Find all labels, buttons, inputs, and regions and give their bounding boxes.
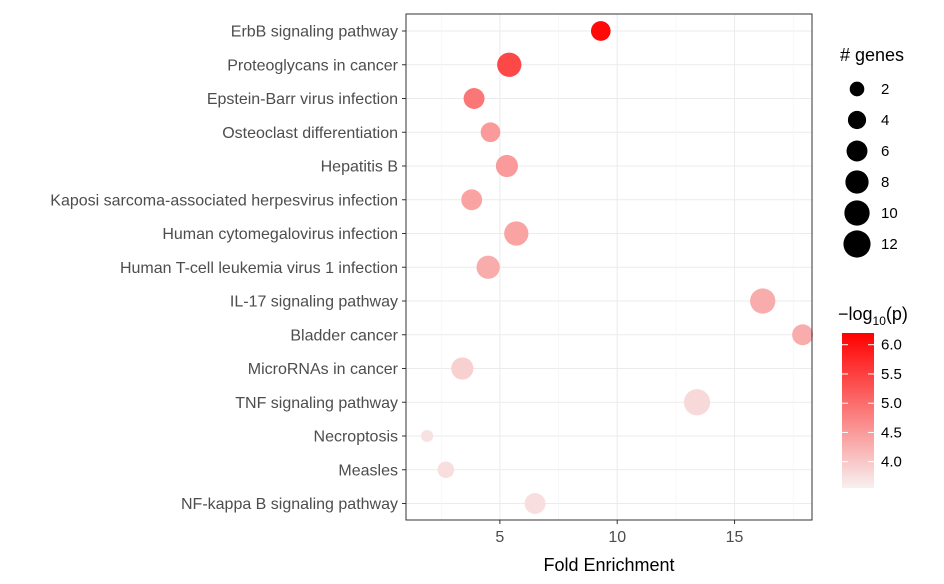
y-tick-label: Epstein-Barr virus infection — [207, 91, 398, 108]
data-point — [683, 389, 711, 416]
x-tick-label: 10 — [608, 529, 626, 546]
y-tick-label: Hepatitis B — [321, 159, 398, 176]
y-axis-labels: ErbB signaling pathway Proteoglycans in c… — [50, 24, 406, 513]
size-legend-title: # genes — [840, 45, 904, 65]
color-legend-tick-label: 6.0 — [881, 337, 902, 354]
data-point — [451, 357, 474, 380]
y-tick-label: Human T-cell leukemia virus 1 infection — [120, 260, 398, 277]
color-legend-tick-label: 4.0 — [881, 454, 902, 471]
color-legend-title-suffix: (p) — [886, 304, 908, 324]
data-point — [792, 324, 814, 346]
y-tick-label: Measles — [338, 462, 398, 479]
color-legend-bar — [842, 333, 874, 488]
size-legend-key — [843, 230, 871, 258]
y-tick-label: TNF signaling pathway — [235, 395, 398, 412]
size-legend-label: 4 — [881, 112, 889, 129]
y-tick-label: Osteoclast differentiation — [222, 125, 398, 142]
data-point — [476, 255, 500, 279]
y-tick-label: NF-kappa B signaling pathway — [181, 496, 398, 513]
size-legend-label: 6 — [881, 143, 889, 160]
y-tick-label: Human cytomegalovirus infection — [162, 226, 398, 243]
y-tick-label: MicroRNAs in cancer — [248, 361, 399, 378]
data-point — [524, 493, 546, 514]
data-point — [497, 52, 522, 77]
size-legend-key — [845, 170, 869, 194]
x-axis-ticks: 5 10 15 — [495, 520, 744, 546]
color-legend-tick-label: 5.0 — [881, 395, 902, 412]
y-tick-label: IL-17 signaling pathway — [230, 294, 398, 311]
size-legend-key — [846, 140, 868, 162]
color-legend-title-subscript: 10 — [873, 314, 887, 328]
size-legend-label: 8 — [881, 174, 889, 191]
color-legend-title: −log10(p) — [838, 304, 908, 328]
data-point — [590, 21, 611, 41]
color-legend-title-prefix: −log — [838, 304, 873, 324]
data-point — [750, 288, 776, 314]
color-legend-tick-label: 4.5 — [881, 424, 902, 441]
y-tick-label: Proteoglycans in cancer — [227, 57, 398, 74]
y-tick-label: Kaposi sarcoma-associated herpesvirus in… — [50, 192, 398, 209]
data-point — [461, 189, 483, 211]
size-legend-label: 12 — [881, 236, 898, 253]
data-points — [421, 21, 814, 514]
x-axis-title: Fold Enrichment — [543, 555, 674, 575]
color-legend-ticks: 4.0 4.5 5.0 5.5 6.0 — [842, 337, 902, 471]
size-legend-label: 10 — [881, 205, 898, 222]
x-tick-label: 5 — [495, 529, 504, 546]
size-legend-label: 2 — [881, 81, 889, 98]
y-tick-label: Bladder cancer — [290, 327, 398, 344]
y-tick-label: ErbB signaling pathway — [231, 24, 398, 41]
size-legend-key — [844, 200, 870, 226]
data-point — [504, 221, 529, 246]
y-tick-label: Necroptosis — [314, 429, 398, 446]
size-legend-key — [847, 110, 867, 130]
size-legend-key — [849, 81, 865, 97]
color-legend-tick-label: 5.5 — [881, 366, 902, 383]
data-point — [437, 461, 455, 479]
data-point — [480, 122, 501, 143]
x-tick-label: 15 — [726, 529, 744, 546]
data-point — [495, 154, 518, 178]
data-point — [463, 88, 485, 109]
size-legend: 2 4 6 8 10 12 — [843, 81, 898, 258]
data-point — [421, 429, 434, 443]
